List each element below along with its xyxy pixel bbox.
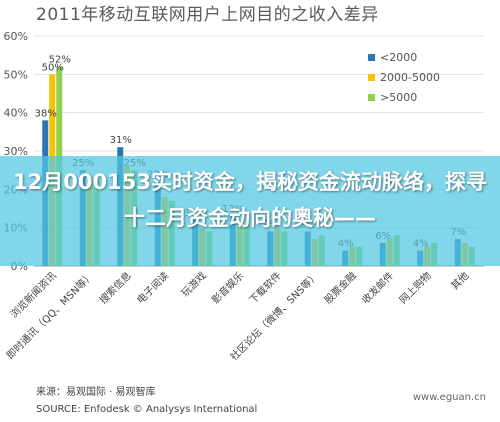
y-tick-label: 50% (4, 68, 28, 81)
x-tick-label: 搜索信息 (96, 269, 133, 306)
legend-item: <2000 (368, 47, 468, 67)
y-tick-label: 60% (4, 30, 28, 43)
chart-title: 2011年移动互联网用户上网目的之收入差异 (36, 5, 379, 25)
data-label: 31% (110, 135, 132, 146)
x-tick-label: 收发邮件 (359, 269, 396, 306)
watermark: www.eguan.cn (412, 392, 486, 403)
y-tick-label: 30% (4, 145, 28, 158)
legend-swatch (368, 93, 375, 101)
x-tick-label: 股票金融 (321, 269, 358, 306)
headline-banner: 12月000153实时资金，揭秘资金流动脉络，探寻十二月资金动向的奥秘—— (0, 156, 500, 266)
legend-item: 2000-5000 (368, 67, 468, 87)
headline-text: 12月000153实时资金，揭秘资金流动脉络，探寻十二月资金动向的奥秘—— (13, 170, 487, 230)
legend: <2000 2000-5000 >5000 (368, 47, 468, 107)
source-line-2: SOURCE: Enfodesk © Analysys Internationa… (36, 404, 258, 415)
legend-swatch (368, 73, 375, 81)
legend-item: >5000 (368, 87, 468, 107)
x-tick-label: 玩游戏 (178, 269, 208, 299)
data-label: 50% (42, 62, 64, 73)
y-tick-label: 40% (4, 107, 28, 120)
legend-swatch (368, 53, 375, 61)
x-tick-label: 下载软件 (246, 269, 283, 306)
data-label: 38% (35, 108, 57, 119)
x-tick-label: 电子阅读 (134, 269, 171, 306)
x-tick-label: 网上购物 (396, 269, 433, 306)
source-note: 来源：易观国际 · 易观智库 SOURCE: Enfodesk © Analys… (36, 384, 257, 418)
data-label: 52% (49, 55, 71, 66)
x-tick-label: 影音娱乐 (209, 269, 246, 306)
legend-label: >5000 (380, 90, 418, 104)
source-line-1: 来源：易观国际 · 易观智库 (36, 387, 156, 398)
x-tick-label: 其他 (448, 269, 471, 292)
legend-label: <2000 (380, 50, 418, 64)
legend-label: 2000-5000 (380, 70, 440, 84)
